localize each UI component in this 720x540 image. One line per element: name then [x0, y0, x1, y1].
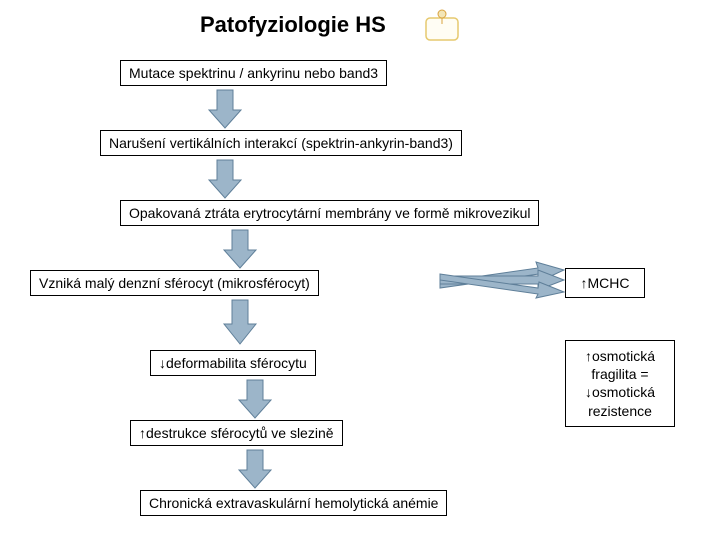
side-box-line: rezistence: [576, 402, 664, 420]
side-box-mchc: ↑MCHC: [565, 268, 645, 298]
side-box-line: ↓osmotická: [576, 383, 664, 401]
arrow-down-icon: [235, 378, 275, 425]
flow-box-anemia: Chronická extravaskulární hemolytická an…: [140, 490, 447, 516]
pin-badge-icon: [420, 6, 464, 49]
arrow-down-icon: [205, 158, 245, 205]
flow-box-label: Chronická extravaskulární hemolytická an…: [149, 495, 438, 511]
arrow-down-icon: [220, 228, 260, 275]
flow-box-label: Mutace spektrinu / ankyrinu nebo band3: [129, 65, 378, 81]
flow-box-label: ↓deformabilita sférocytu: [159, 355, 307, 371]
arrow-right-group-icon: [438, 260, 568, 305]
page-title: Patofyziologie HS: [200, 12, 386, 38]
flow-box-mutation: Mutace spektrinu / ankyrinu nebo band3: [120, 60, 387, 86]
flow-box-spherocyte: Vzniká malý denzní sférocyt (mikrosféroc…: [30, 270, 319, 296]
side-box-osmotic: ↑osmotická fragilita = ↓osmotická rezist…: [565, 340, 675, 427]
flow-box-label: Narušení vertikálních interakcí (spektri…: [109, 135, 453, 151]
arrow-down-icon: [235, 448, 275, 495]
flow-box-label: Vzniká malý denzní sférocyt (mikrosféroc…: [39, 275, 310, 291]
arrow-down-icon: [220, 298, 260, 351]
side-box-line: fragilita =: [576, 365, 664, 383]
arrow-down-icon: [205, 88, 245, 135]
flow-box-disruption: Narušení vertikálních interakcí (spektri…: [100, 130, 462, 156]
side-box-line: ↑osmotická: [576, 347, 664, 365]
flow-box-label: Opakovaná ztráta erytrocytární membrány …: [129, 205, 530, 221]
flow-box-label: ↑destrukce sférocytů ve slezině: [139, 425, 334, 441]
side-box-label: ↑MCHC: [581, 275, 630, 291]
flow-box-deformability: ↓deformabilita sférocytu: [150, 350, 316, 376]
flow-box-membrane-loss: Opakovaná ztráta erytrocytární membrány …: [120, 200, 539, 226]
